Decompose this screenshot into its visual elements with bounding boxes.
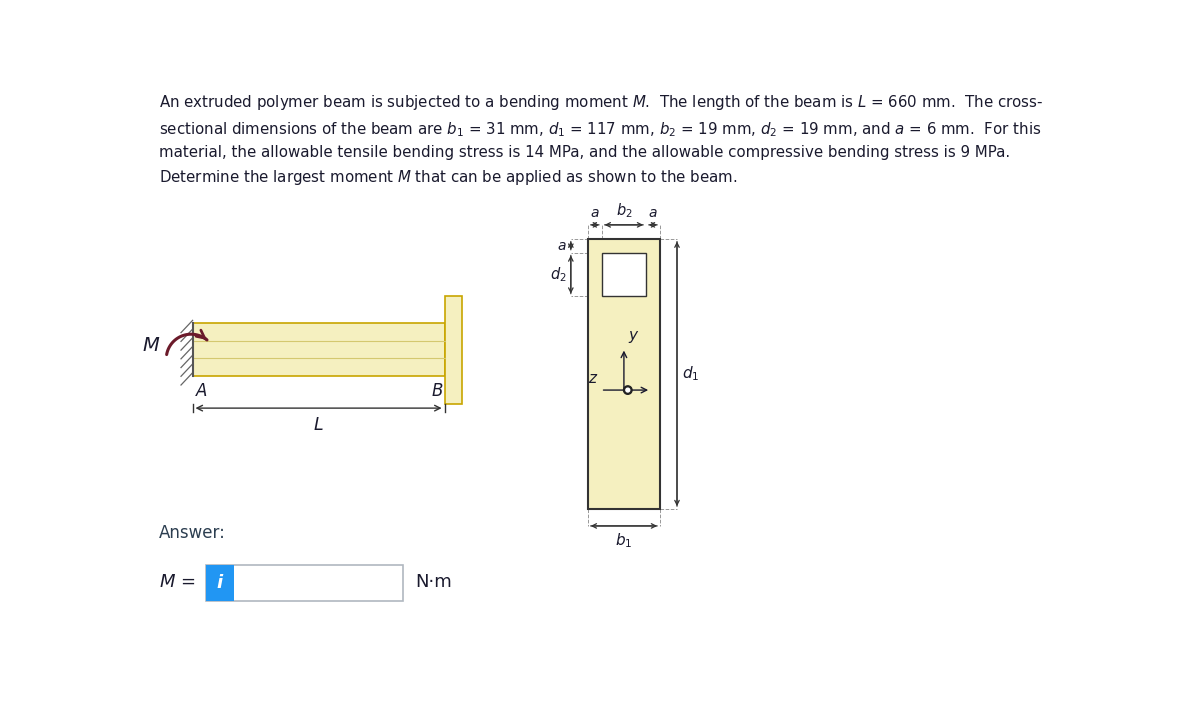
Text: Answer:: Answer:: [160, 524, 226, 542]
Text: N·m: N·m: [415, 573, 451, 591]
Circle shape: [626, 388, 630, 392]
Text: $B$: $B$: [431, 382, 443, 400]
Text: $d_1$: $d_1$: [682, 364, 700, 383]
Bar: [602, 253, 646, 297]
Bar: [588, 239, 660, 509]
Text: An extruded polymer beam is subjected to a bending moment $M$.  The length of th: An extruded polymer beam is subjected to…: [160, 93, 1044, 187]
Text: $a$: $a$: [557, 239, 566, 253]
Bar: [444, 296, 462, 404]
Text: $a$: $a$: [590, 206, 600, 220]
Text: $L$: $L$: [313, 416, 324, 433]
Text: $b_2$: $b_2$: [616, 201, 632, 220]
Text: $z$: $z$: [588, 371, 599, 386]
Bar: [193, 323, 444, 376]
Circle shape: [624, 386, 632, 395]
Text: $y$: $y$: [628, 330, 640, 345]
FancyBboxPatch shape: [206, 566, 403, 601]
Text: $b_1$: $b_1$: [616, 532, 632, 550]
Text: $M$ =: $M$ =: [160, 573, 196, 591]
Text: $M$: $M$: [142, 336, 160, 355]
Text: i: i: [217, 574, 223, 592]
FancyBboxPatch shape: [206, 566, 234, 601]
Text: $a$: $a$: [648, 206, 658, 220]
Text: $d_2$: $d_2$: [550, 265, 566, 284]
Text: $A$: $A$: [194, 382, 208, 400]
